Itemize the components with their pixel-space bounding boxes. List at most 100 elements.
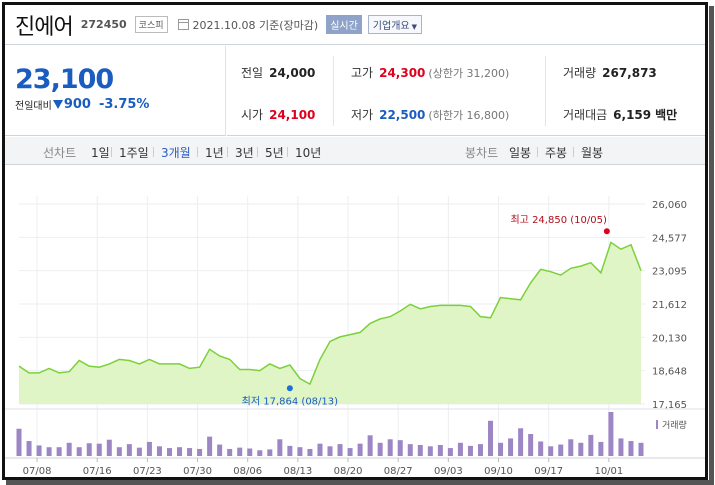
lower-limit: (하한가 16,800) — [428, 109, 510, 122]
stat-label: 고가 — [351, 66, 374, 80]
tab-separator — [573, 147, 574, 157]
tab-5year[interactable]: 5년 — [265, 146, 284, 160]
volume-bar — [457, 442, 463, 456]
volume-bar — [227, 448, 233, 456]
realtime-button[interactable]: 실시간 — [326, 15, 362, 34]
stock-code: 272450 — [80, 18, 127, 31]
volume-bar — [638, 442, 644, 456]
x-tick-label: 07/23 — [133, 466, 162, 477]
volume-bar — [156, 446, 162, 456]
tab-10year[interactable]: 10년 — [295, 146, 322, 160]
volume-bar — [427, 446, 433, 456]
volume-bar — [46, 447, 52, 456]
stat-value: 24,100 — [269, 108, 316, 122]
y-tick-label: 24,577 — [652, 233, 687, 244]
stat-label: 거래대금 — [563, 108, 608, 122]
volume-bar — [397, 440, 403, 456]
x-tick-label: 07/30 — [183, 466, 212, 477]
volume-bar — [498, 442, 504, 456]
volume-bar — [247, 448, 253, 456]
volume-bar — [217, 444, 223, 456]
volume-bar — [187, 448, 193, 456]
stat-low: 저가 22,500 (하한가 16,800) — [351, 106, 509, 123]
tab-1year[interactable]: 1년 — [205, 146, 224, 160]
volume-bar — [588, 434, 594, 456]
volume-bar — [528, 434, 534, 456]
price-chart[interactable]: 26,060 24,577 23,095 21,612 20,130 18,648 17,1… — [5, 166, 705, 477]
tab-1day[interactable]: 1일 — [91, 146, 110, 160]
stat-value: 22,500 — [379, 108, 426, 122]
price-change: 전일대비 900 -3.75% — [15, 97, 225, 112]
stock-widget: 진에어 272450 코스피 2021.10.08 기준(장마감) 실시간 기업… — [2, 2, 708, 480]
stat-prev-close: 전일 24,000 — [241, 64, 315, 81]
volume-bar — [166, 448, 172, 456]
volume-bar — [337, 444, 343, 456]
candle-chart-label: 봉차트 — [465, 146, 499, 160]
tab-weekly-candle[interactable]: 주봉 — [545, 146, 568, 160]
volume-bar — [76, 447, 82, 456]
volume-bar — [467, 445, 473, 456]
volume-bar — [508, 438, 514, 456]
price-panel: 23,100 전일대비 900 -3.75% — [5, 46, 226, 136]
volume-bar — [257, 450, 263, 456]
volume-bar — [146, 441, 152, 456]
tab-separator — [227, 147, 228, 157]
price-line — [18, 241, 642, 386]
volume-bar — [488, 420, 494, 456]
volume-legend: 거래량 — [662, 419, 687, 431]
tab-3month[interactable]: 3개월 — [161, 146, 191, 160]
volume-bar — [598, 441, 604, 456]
volume-bar — [96, 443, 102, 456]
stat-label: 저가 — [351, 108, 374, 122]
volume-bar — [307, 448, 313, 456]
tab-1week[interactable]: 1주일 — [119, 146, 149, 160]
y-tick-label: 26,060 — [652, 200, 687, 211]
volume-bar — [126, 444, 132, 456]
volume-bar — [618, 438, 624, 456]
quote-date: 2021.10.08 기준(장마감) — [177, 17, 319, 33]
volume-bar — [86, 443, 92, 456]
stat-unit: 백만 — [655, 108, 678, 122]
stat-label: 거래량 — [563, 66, 597, 80]
volume-bar — [407, 444, 413, 456]
tab-separator — [197, 147, 198, 157]
tab-3year[interactable]: 3년 — [235, 146, 254, 160]
tab-monthly-candle[interactable]: 월봉 — [581, 146, 604, 160]
change-amount: 900 — [63, 97, 91, 112]
volume-bar — [548, 446, 554, 456]
volume-bar — [197, 448, 203, 456]
volume-legend-swatch — [656, 420, 658, 429]
low-marker — [286, 385, 293, 392]
upper-limit: (상한가 31,200) — [428, 67, 510, 80]
stock-name[interactable]: 진에어 — [15, 14, 74, 40]
volume-bar — [136, 447, 142, 456]
high-marker — [603, 228, 610, 235]
divider — [333, 56, 334, 126]
quote-date-text: 2021.10.08 기준(장마감) — [192, 18, 319, 32]
company-info-dropdown[interactable]: 기업개요 ▼ — [367, 15, 422, 34]
tab-separator — [537, 147, 538, 157]
y-tick-label: 20,130 — [652, 333, 687, 344]
chart-tabs: 선차트 1일 1주일 3개월 1년 3년 5년 10년 봉차트 일봉 주봉 월봉 — [5, 137, 705, 165]
stat-value: 24,300 — [379, 66, 426, 80]
volume-bar — [277, 439, 283, 456]
price-stats: 전일 24,000 시가 24,100 고가 24,300 (상한가 31,20… — [227, 46, 705, 136]
stat-volume: 거래량 267,873 — [563, 64, 657, 81]
volume-bar — [377, 442, 383, 456]
stat-value: 267,873 — [602, 66, 657, 80]
tab-daily-candle[interactable]: 일봉 — [509, 146, 532, 160]
x-tick-label: 08/20 — [334, 466, 363, 477]
x-tick-label: 09/03 — [434, 466, 463, 477]
price-chart-svg: 26,060 24,577 23,095 21,612 20,130 18,648 17,1… — [5, 196, 705, 477]
volume-bar — [578, 442, 584, 456]
stat-value: 6,159 — [613, 108, 652, 122]
y-tick-label: 17,165 — [652, 400, 687, 411]
volume-bar — [106, 439, 112, 456]
stat-high: 고가 24,300 (상한가 31,200) — [351, 64, 509, 81]
stat-value: 24,000 — [269, 66, 316, 80]
stat-label: 전일 — [241, 66, 264, 80]
volume-bar — [608, 412, 614, 456]
down-arrow-icon — [52, 100, 63, 109]
stat-open: 시가 24,100 — [241, 106, 315, 123]
volume-bar — [628, 441, 634, 456]
